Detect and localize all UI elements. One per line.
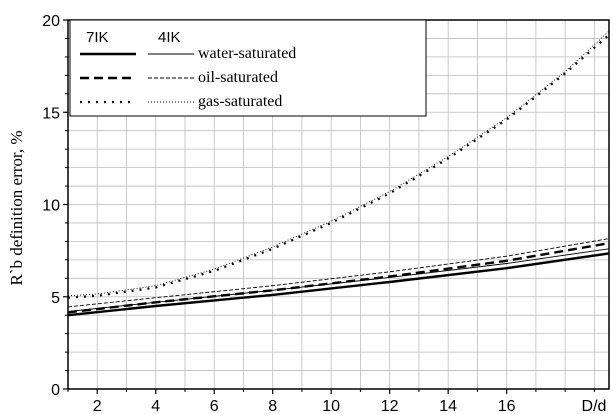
- legend-header-4ik: 4IK: [158, 29, 181, 46]
- legend-label-gas: gas-saturated: [198, 93, 282, 110]
- legend-header-7ik: 7IK: [86, 29, 109, 46]
- y-axis-label: R`b definition error, %: [7, 130, 26, 285]
- x-tick-label: 10: [322, 398, 340, 414]
- series-line-gas-7ik: [67, 33, 610, 299]
- series-line-oil-7ik: [67, 242, 610, 314]
- legend-box: [69, 19, 427, 117]
- series-line-oil-4ik: [67, 238, 610, 308]
- x-tick-label: 8: [268, 398, 277, 414]
- x-tick-label: 6: [210, 398, 219, 414]
- y-tick-label: 20: [42, 13, 60, 30]
- x-tick-label: 12: [381, 398, 399, 414]
- series-line-water-7ik: [67, 252, 610, 317]
- y-tick-label: 5: [51, 290, 60, 307]
- legend: 7IK 4IK water-saturated oil-saturated ga…: [69, 19, 427, 117]
- series-group: [67, 30, 610, 317]
- x-tick-label: 14: [439, 398, 457, 414]
- ticks: 2 4 6 8 10 12 14 16 0 5 10 15 20: [42, 13, 595, 414]
- y-tick-label: 15: [42, 105, 60, 122]
- x-tick-label: 2: [93, 398, 102, 414]
- x-axis-label: D/d: [582, 398, 607, 414]
- y-tick-label: 0: [51, 382, 60, 399]
- legend-label-oil: oil-saturated: [198, 69, 278, 86]
- legend-label-water: water-saturated: [198, 45, 296, 62]
- series-line-gas-4ik: [67, 30, 610, 297]
- x-tick-label: 4: [151, 398, 160, 414]
- y-tick-label: 10: [42, 198, 60, 215]
- x-tick-label: 16: [498, 398, 516, 414]
